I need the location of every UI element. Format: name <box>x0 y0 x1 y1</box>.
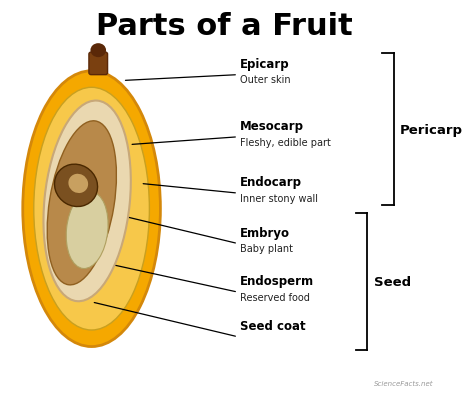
Text: Pericarp: Pericarp <box>400 125 463 138</box>
Ellipse shape <box>68 174 88 193</box>
Text: Embryo: Embryo <box>240 227 291 240</box>
Text: Epicarp: Epicarp <box>240 58 290 71</box>
Text: Parts of a Fruit: Parts of a Fruit <box>96 13 353 41</box>
Text: Endocarp: Endocarp <box>240 176 302 189</box>
Ellipse shape <box>44 100 131 301</box>
Text: Seed: Seed <box>374 276 410 289</box>
Ellipse shape <box>34 87 149 330</box>
Text: Reserved food: Reserved food <box>240 293 310 303</box>
Ellipse shape <box>66 191 108 269</box>
Ellipse shape <box>47 121 117 285</box>
Text: Seed coat: Seed coat <box>240 320 306 333</box>
Text: Endosperm: Endosperm <box>240 275 314 288</box>
Text: Baby plant: Baby plant <box>240 244 293 255</box>
Ellipse shape <box>91 43 106 57</box>
Text: Outer skin: Outer skin <box>240 75 291 85</box>
Text: ScienceFacts.net: ScienceFacts.net <box>374 381 434 387</box>
Text: Fleshy, edible part: Fleshy, edible part <box>240 138 331 148</box>
Text: Mesocarp: Mesocarp <box>240 120 304 133</box>
Ellipse shape <box>55 164 98 206</box>
FancyBboxPatch shape <box>89 52 108 74</box>
Text: Inner stony wall: Inner stony wall <box>240 194 319 204</box>
Ellipse shape <box>23 71 160 347</box>
